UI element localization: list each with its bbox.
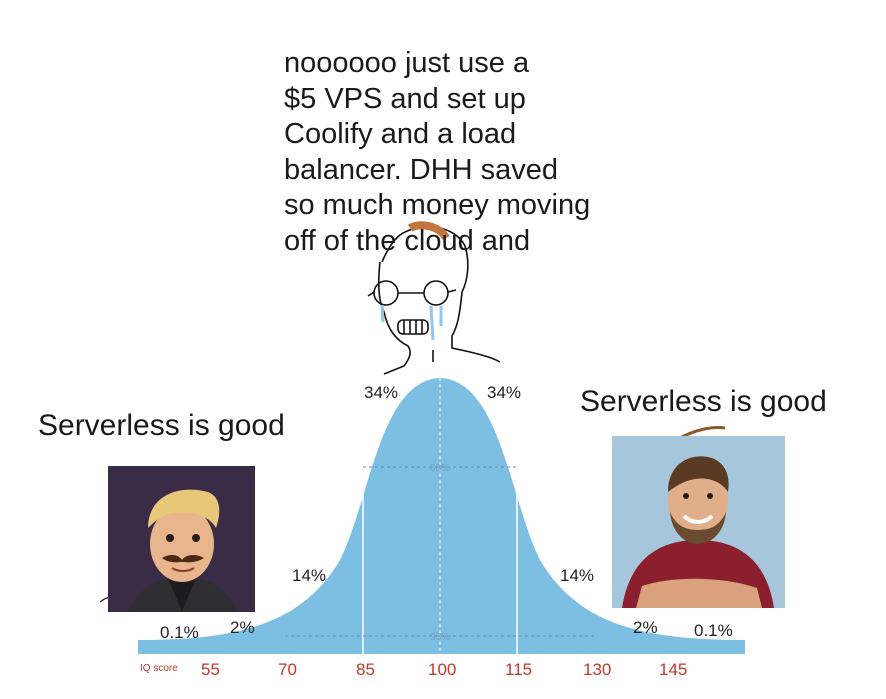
inner-68: 68% — [430, 463, 450, 474]
tick-145: 145 — [659, 660, 687, 679]
pct-right-tail: 0.1% — [694, 621, 733, 640]
axis-label: IQ score — [140, 663, 178, 674]
pct-left-2: 2% — [230, 618, 255, 637]
pct-left-14: 14% — [292, 566, 326, 585]
tick-55: 55 — [201, 660, 220, 679]
tick-130: 130 — [583, 660, 611, 679]
tick-70: 70 — [278, 660, 297, 679]
tick-115: 115 — [505, 660, 532, 679]
pct-left-34: 34% — [364, 383, 398, 402]
tick-100: 100 — [428, 660, 456, 679]
left-caption: Serverless is good — [38, 409, 285, 442]
pct-right-2: 2% — [633, 618, 658, 637]
inner-95: 95% — [430, 632, 450, 643]
right-caption: Serverless is good — [580, 385, 827, 418]
pct-left-tail: 0.1% — [160, 623, 199, 642]
left-person-photo — [108, 466, 255, 612]
smiling-man-image — [612, 436, 785, 608]
crying-wojak-drawing — [367, 221, 501, 375]
tick-85: 85 — [356, 660, 375, 679]
right-person-photo — [612, 436, 785, 608]
mustache-man-image — [108, 466, 255, 612]
pct-right-34: 34% — [487, 383, 521, 402]
center-caption: noooooo just use a $5 VPS and set up Coo… — [284, 47, 591, 257]
bell-curve-area — [138, 378, 745, 654]
pct-right-14: 14% — [560, 566, 594, 585]
